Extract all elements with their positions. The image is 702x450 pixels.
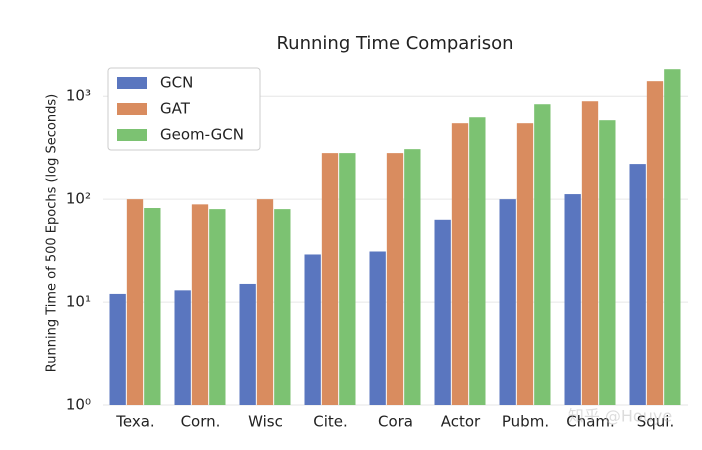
- bar: [534, 104, 551, 405]
- x-tick-label: Texa.: [115, 413, 154, 431]
- bar: [629, 164, 646, 405]
- y-tick-label: 10²: [66, 190, 91, 208]
- legend-swatch: [117, 77, 147, 89]
- legend-swatch: [117, 103, 147, 115]
- x-tick-label: Corn.: [181, 413, 221, 431]
- x-tick-label: Actor: [441, 413, 481, 431]
- bar: [516, 123, 534, 405]
- bar: [434, 219, 451, 405]
- bar: [339, 153, 356, 405]
- x-tick-label: Wisc: [248, 413, 283, 431]
- legend-swatch: [117, 129, 147, 141]
- x-tick-label: Cora: [378, 413, 413, 431]
- y-axis-label: Running Time of 500 Epochs (log Seconds): [45, 94, 60, 372]
- bar: [304, 254, 321, 405]
- y-tick-label: 10³: [66, 87, 91, 105]
- legend-label: GAT: [160, 100, 191, 118]
- y-tick-label: 10⁰: [66, 396, 91, 414]
- bar: [404, 149, 421, 405]
- y-tick-label: 10¹: [66, 293, 91, 311]
- x-tick-label: Cite.: [313, 413, 348, 431]
- bar: [321, 153, 339, 405]
- bar: [144, 208, 161, 405]
- bar: [646, 81, 664, 406]
- x-tick-label: Cham.: [566, 413, 615, 431]
- bar: [174, 290, 191, 405]
- bar: [664, 69, 681, 405]
- x-tick-label: Squi.: [637, 413, 675, 431]
- watermark: 知乎 @Houye: [568, 407, 672, 426]
- bar: [239, 283, 256, 405]
- bar: [499, 199, 516, 405]
- bar: [564, 194, 581, 405]
- bar: [191, 204, 209, 405]
- bar: [126, 199, 144, 405]
- x-tick-label: Pubm.: [502, 413, 549, 431]
- bar: [469, 117, 486, 406]
- bar: [451, 123, 469, 405]
- bar: [209, 209, 226, 405]
- bar: [109, 293, 126, 405]
- chart-title: Running Time Comparison: [276, 33, 513, 54]
- bar: [369, 251, 386, 405]
- legend-label: Geom-GCN: [160, 126, 244, 144]
- bar: [599, 120, 616, 405]
- bar: [581, 101, 599, 405]
- bar: [274, 209, 291, 405]
- bar: [386, 153, 404, 405]
- legend-label: GCN: [160, 74, 193, 92]
- bar: [256, 199, 274, 405]
